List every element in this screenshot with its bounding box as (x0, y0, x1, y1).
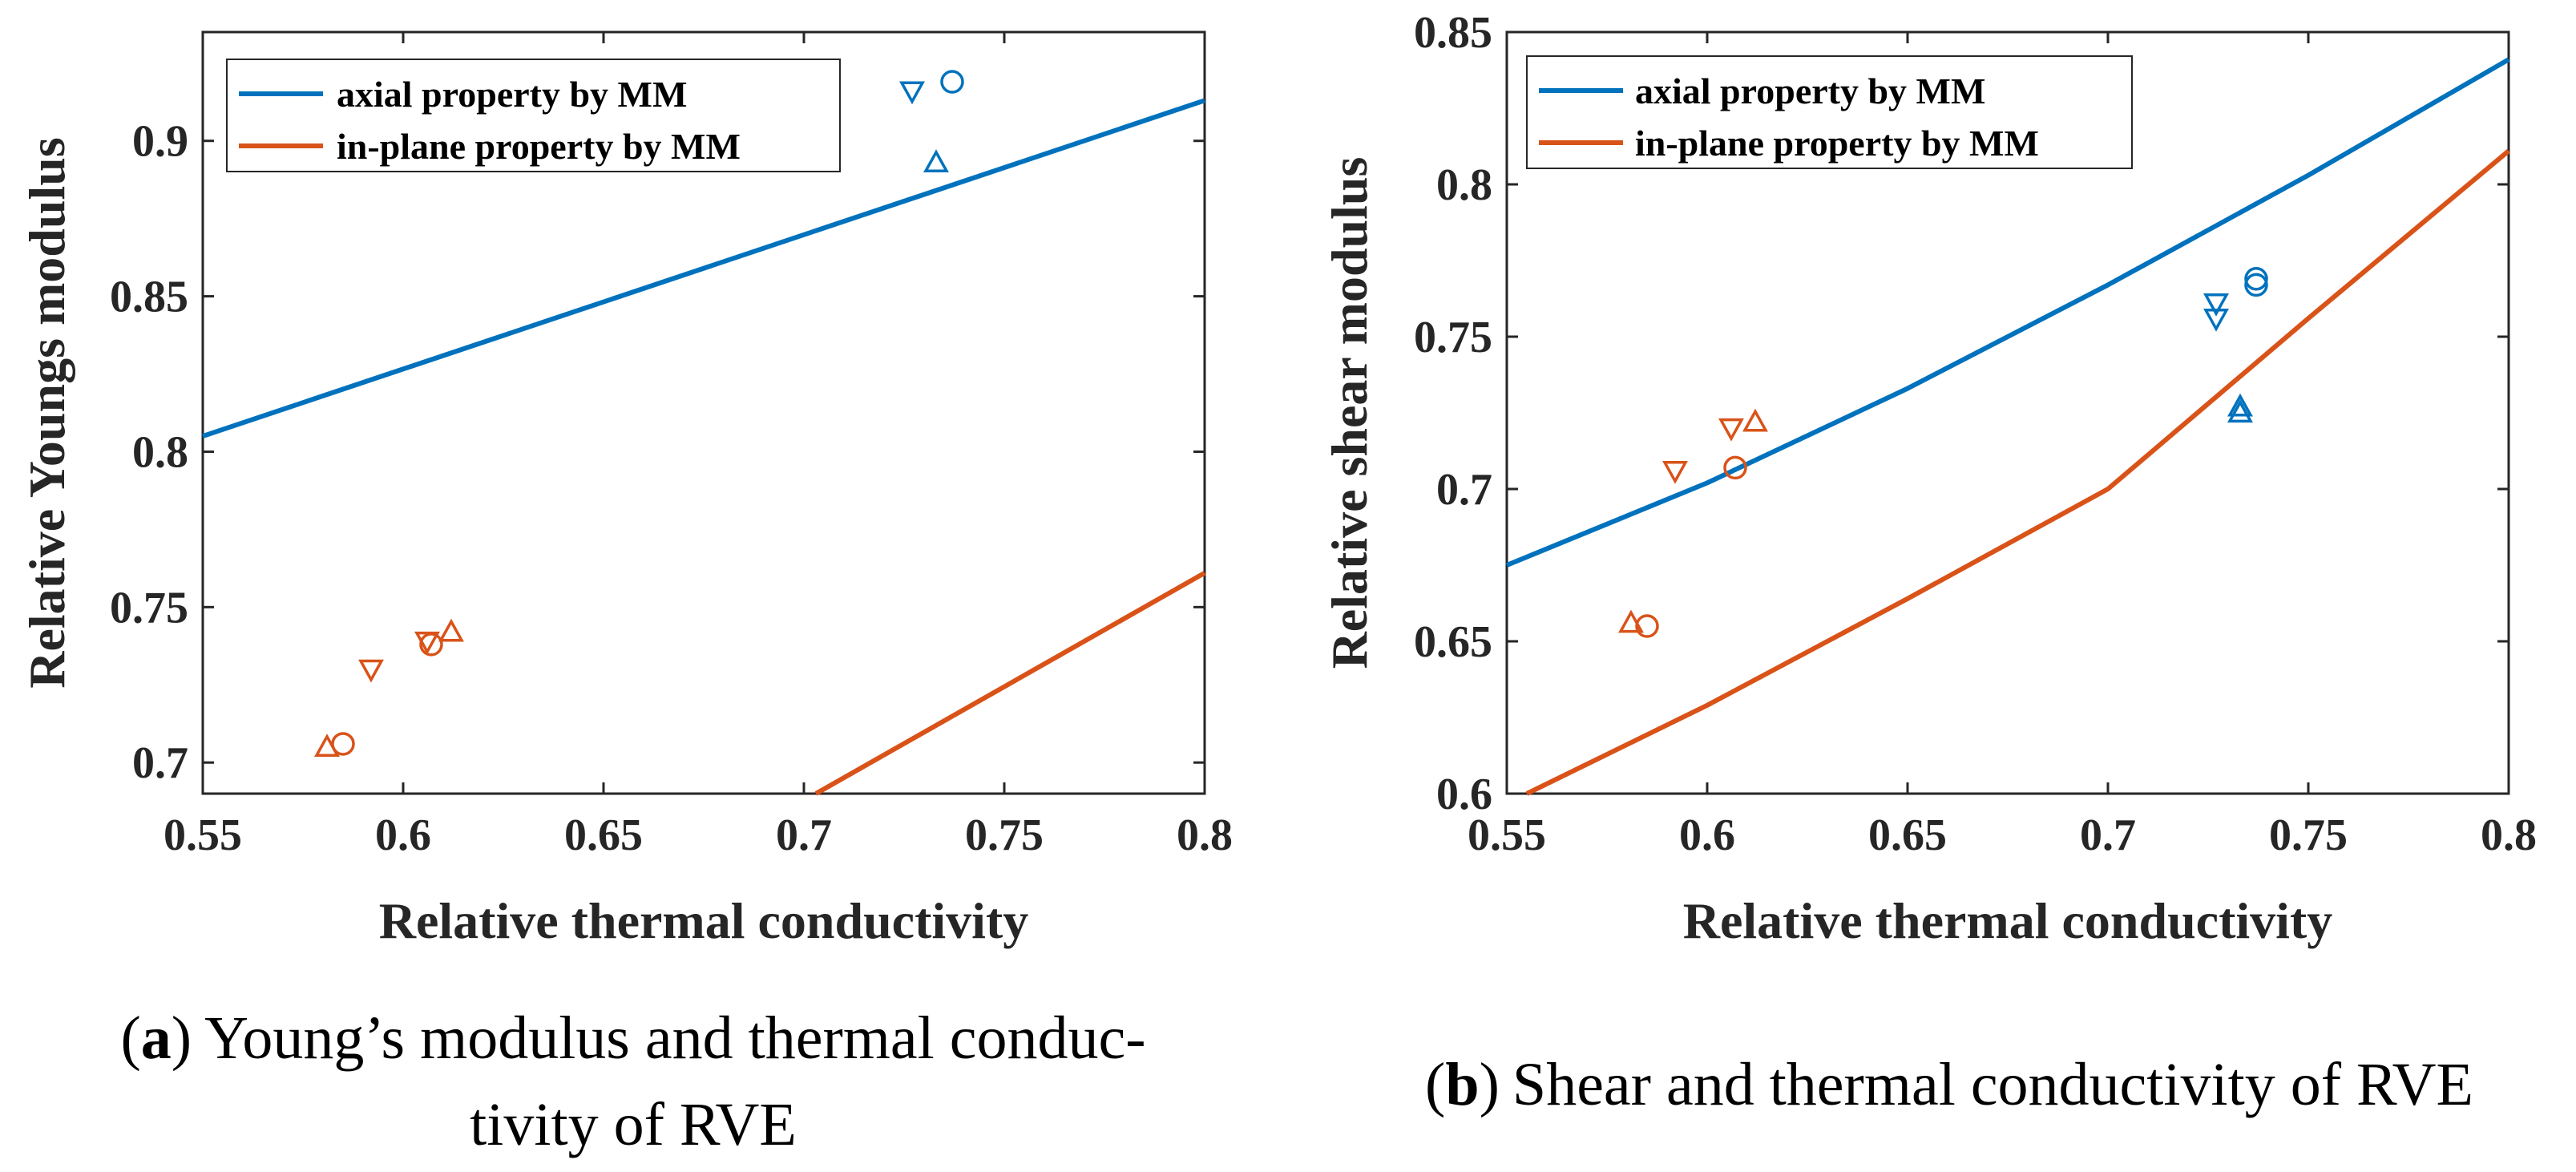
x-tick-label: 0.55 (1468, 810, 1546, 860)
y-tick-label: 0.85 (110, 273, 188, 322)
x-tick-label: 0.6 (375, 810, 431, 860)
legend-label-inplane: in-plane property by MM (337, 126, 741, 167)
y-tick-label: 0.7 (132, 738, 188, 788)
caption-line-1: (a) Young’s modulus and thermal conduc- (120, 1004, 1145, 1072)
x-axis-label: Relative thermal conductivity (1683, 892, 2333, 949)
marker-axial-triangle-down (2203, 309, 2229, 332)
x-tick-label: 0.65 (564, 810, 643, 860)
y-tick-label: 0.6 (1436, 770, 1492, 819)
x-tick-label: 0.7 (2080, 810, 2136, 860)
legend-label-axial: axial property by MM (337, 74, 687, 115)
y-axis-label: Relative shear modulus (1321, 157, 1378, 669)
caption-line-1: (b) Shear and thermal conductivity of RVE (1425, 1051, 2473, 1118)
legend-box (1526, 55, 2133, 169)
caption-label: b (1445, 1051, 1479, 1118)
series-lines (1505, 57, 2510, 796)
marker-axial-circle (2244, 267, 2268, 291)
y-tick-label: 0.65 (1414, 617, 1492, 667)
x-tick-label: 0.8 (2481, 810, 2537, 860)
legend: axial property by MM in-plane property b… (1526, 55, 2133, 169)
y-tick-label: 0.8 (1436, 160, 1492, 210)
caption-text: Shear and thermal conductivity of RVE (1512, 1051, 2473, 1118)
legend: axial property by MM in-plane property b… (226, 59, 841, 172)
y-tick-label: 0.7 (1436, 465, 1492, 515)
marker-inplane-circle (1635, 614, 1659, 638)
marker-inplane-triangle-down (358, 659, 384, 683)
panel-b: 0.55 0.6 0.65 0.7 0.75 0.80.60.650.70.750.80.… (1321, 8, 2537, 1118)
series-line-inplane (1525, 148, 2510, 796)
marker-inplane-circle (1723, 455, 1747, 480)
x-tick-label: 0.55 (164, 810, 242, 860)
marker-axial-triangle-up (2227, 399, 2253, 423)
y-tick-label: 0.8 (132, 427, 188, 477)
x-tick-label: 0.7 (776, 810, 832, 860)
series-lines (202, 98, 1206, 796)
marker-axial-triangle-down (899, 81, 925, 105)
series-line-axial (202, 98, 1205, 438)
x-tick-label: 0.75 (965, 810, 1044, 860)
marker-axial-triangle-up (2227, 393, 2253, 417)
x-axis-label: Relative thermal conductivity (379, 892, 1029, 949)
y-axis-label: Relative Youngs modulus (18, 137, 75, 689)
marker-axial-triangle-up (923, 149, 949, 173)
x-tick-label: 0.6 (1679, 810, 1735, 860)
caption-line-2: tivity of RVE (470, 1091, 797, 1158)
panel-a: 0.55 0.6 0.65 0.7 0.75 0.8 0.7 0.75 0.8 0.85 0.9 a… (18, 30, 1233, 1158)
ticks: 0.55 0.6 0.65 0.7 0.75 0.8 0.7 0.75 0.8 0.85 0.9 (110, 32, 1233, 860)
marker-inplane-circle (419, 632, 443, 657)
legend-label-inplane: in-plane property by MM (1635, 123, 2039, 164)
x-tick-label: 0.75 (2269, 810, 2348, 860)
legend-label-axial: axial property by MM (1635, 71, 1985, 111)
marker-inplane-circle (331, 732, 355, 756)
marker-axial-triangle-down (2203, 293, 2229, 317)
caption-label: a (141, 1004, 172, 1072)
marker-axial-circle (2244, 273, 2268, 297)
marker-axial-circle (940, 70, 964, 94)
marker-inplane-triangle-down (1662, 461, 1688, 484)
data-markers (314, 70, 964, 757)
marker-inplane-triangle-down (1718, 418, 1744, 442)
data-markers (1618, 267, 2268, 638)
y-tick-label: 0.85 (1414, 8, 1492, 58)
marker-inplane-triangle-up (1742, 408, 1768, 432)
series-line-inplane (814, 571, 1206, 796)
ticks: 0.55 0.6 0.65 0.7 0.75 0.80.60.650.70.750.80.… (1414, 8, 2537, 860)
caption-text: Young’s modulus and thermal conduc- (204, 1004, 1145, 1072)
legend-box (226, 59, 841, 172)
marker-inplane-triangle-up (438, 618, 464, 642)
y-tick-label: 0.75 (110, 583, 188, 632)
y-tick-label: 0.9 (132, 117, 188, 167)
x-tick-label: 0.8 (1177, 810, 1233, 860)
x-tick-label: 0.65 (1868, 810, 1947, 860)
series-line-axial (1505, 57, 2510, 568)
y-tick-label: 0.75 (1414, 313, 1492, 362)
